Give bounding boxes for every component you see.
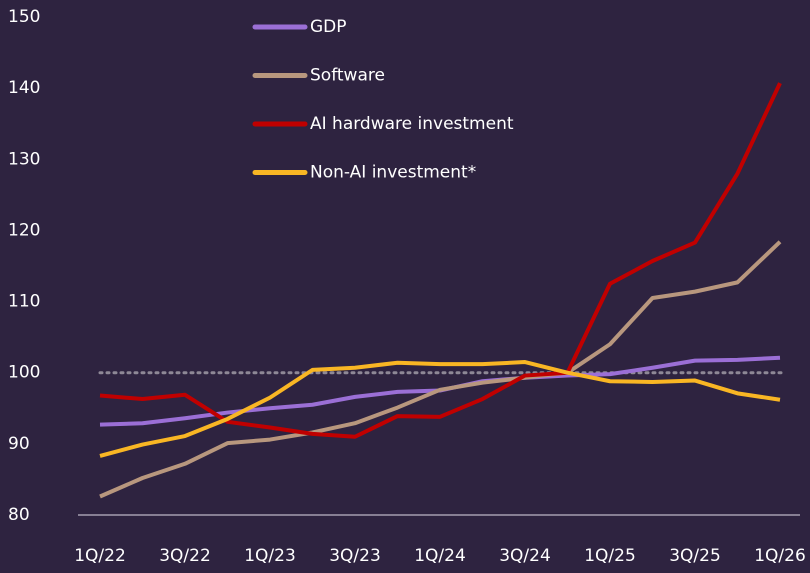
legend-label: AI hardware investment — [310, 114, 514, 134]
x-tick-label: 1Q/23 — [244, 546, 296, 566]
x-tick-label: 1Q/26 — [754, 546, 806, 566]
y-tick-label: 150 — [8, 7, 40, 27]
x-tick-label: 3Q/25 — [669, 546, 721, 566]
x-tick-label: 3Q/22 — [159, 546, 211, 566]
legend-label: GDP — [310, 17, 347, 37]
x-tick-label: 1Q/24 — [414, 546, 466, 566]
legend-label: Non-AI investment* — [310, 163, 476, 183]
legend-label: Software — [310, 66, 385, 86]
y-tick-label: 100 — [8, 363, 40, 383]
x-tick-label: 3Q/24 — [499, 546, 551, 566]
y-tick-label: 110 — [8, 292, 40, 312]
series-line — [99, 82, 782, 439]
series-line — [99, 240, 782, 499]
y-tick-label: 130 — [8, 149, 40, 169]
y-tick-label: 120 — [8, 220, 40, 240]
x-tick-label: 1Q/22 — [74, 546, 126, 566]
y-tick-label: 90 — [8, 434, 30, 454]
x-tick-label: 3Q/23 — [329, 546, 381, 566]
y-tick-label: 80 — [8, 505, 30, 525]
x-tick-label: 1Q/25 — [584, 546, 636, 566]
y-tick-label: 140 — [8, 78, 40, 98]
series-line — [99, 360, 781, 458]
